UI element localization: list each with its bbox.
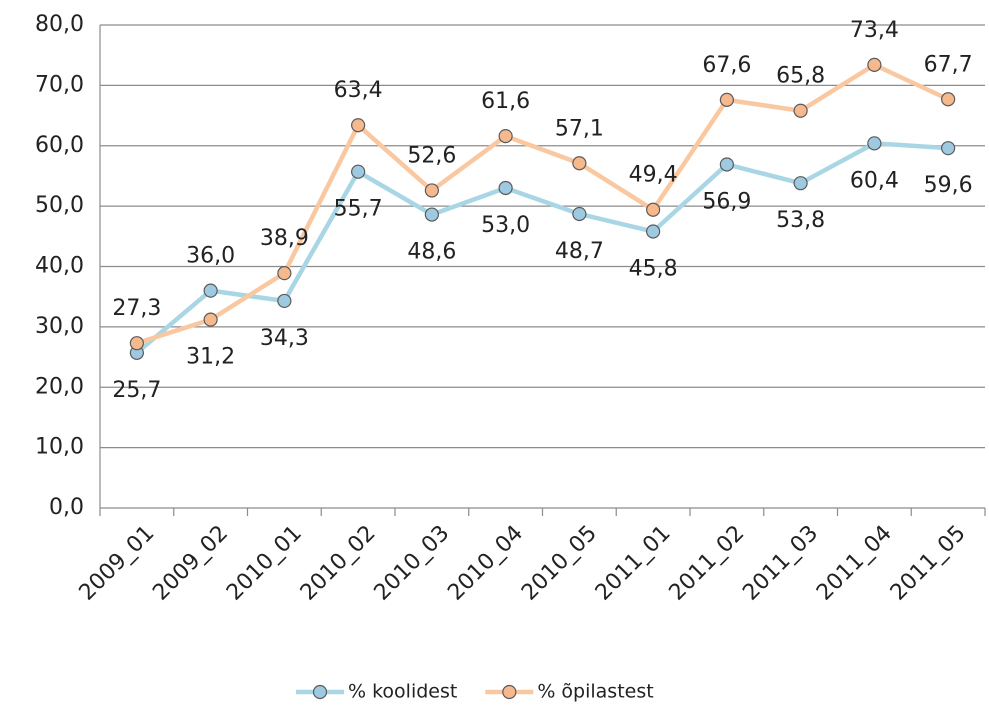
x-tick-label: 2010_04: [443, 521, 528, 606]
y-tick-label: 60,0: [35, 133, 84, 158]
data-label: 38,9: [260, 226, 309, 251]
point: [277, 266, 292, 281]
data-label: 63,4: [334, 78, 383, 103]
point: [351, 118, 366, 133]
y-tick-label: 30,0: [35, 314, 84, 339]
point: [793, 176, 808, 191]
point: [941, 141, 956, 156]
data-label: 45,8: [629, 256, 678, 281]
data-label: 67,6: [702, 53, 751, 78]
point: [498, 180, 513, 196]
data-label: 65,8: [776, 64, 825, 89]
data-label: 52,6: [407, 143, 456, 168]
point: [572, 156, 587, 171]
point: [719, 92, 734, 107]
legend: % koolidest % õpilastest: [296, 681, 654, 703]
point: [424, 207, 439, 222]
y-tick-label: 50,0: [35, 193, 84, 218]
data-label: 61,6: [481, 89, 530, 114]
data-label: 56,9: [702, 189, 751, 214]
data-label: 60,4: [850, 168, 899, 193]
y-tick-label: 0,0: [49, 495, 84, 520]
data-label: 48,7: [555, 239, 604, 264]
point: [867, 57, 882, 72]
data-label: 49,4: [629, 163, 678, 188]
x-tick-label: 2010_03: [370, 521, 455, 606]
point: [867, 136, 882, 151]
x-tick-label: 2010_01: [222, 521, 307, 606]
x-tick-label: 2011_02: [665, 521, 750, 606]
x-tick-label: 2009_02: [148, 521, 233, 606]
data-label: 27,3: [112, 296, 161, 321]
data-label: 48,6: [407, 240, 456, 265]
data-label: 36,0: [186, 244, 235, 269]
y-tick-label: 40,0: [35, 254, 84, 279]
point: [129, 336, 144, 351]
point: [646, 202, 661, 217]
y-tick-label: 70,0: [35, 72, 84, 97]
series-line: [135, 141, 949, 355]
point: [203, 312, 218, 327]
point: [719, 157, 734, 172]
data-label: 31,2: [186, 345, 235, 370]
x-tick-label: 2010_05: [517, 521, 602, 606]
x-tick-label: 2011_05: [886, 521, 971, 606]
data-label: 59,6: [924, 173, 973, 198]
x-tick-label: 2011_03: [738, 521, 823, 606]
data-label: 55,7: [334, 197, 383, 222]
data-label: 34,3: [260, 326, 309, 351]
x-tick-label: 2011_04: [812, 521, 897, 606]
y-tick-label: 20,0: [35, 374, 84, 399]
point: [203, 283, 218, 298]
x-tick-label: 2011_01: [591, 521, 676, 606]
point: [424, 183, 439, 198]
data-label: 25,7: [112, 378, 161, 403]
data-label: 57,1: [555, 116, 604, 141]
x-tick-label: 2009_01: [75, 521, 160, 606]
point: [572, 206, 587, 222]
data-label: 53,8: [776, 208, 825, 233]
point: [498, 128, 513, 144]
y-tick-label: 80,0: [35, 12, 84, 37]
point: [793, 103, 808, 118]
legend-marker: [502, 684, 517, 700]
data-label: 67,7: [924, 52, 973, 77]
y-tick-label: 10,0: [35, 435, 84, 460]
legend-label: % koolidest: [348, 681, 457, 703]
legend-label: % õpilastest: [537, 681, 653, 703]
point: [277, 293, 292, 309]
legend-marker: [312, 684, 328, 700]
x-tick-label: 2010_02: [296, 521, 381, 606]
series-line: [136, 62, 950, 346]
point: [646, 224, 661, 239]
data-label: 73,4: [850, 18, 899, 43]
point: [351, 164, 366, 179]
data-label: 53,0: [481, 213, 530, 238]
point: [941, 92, 956, 107]
